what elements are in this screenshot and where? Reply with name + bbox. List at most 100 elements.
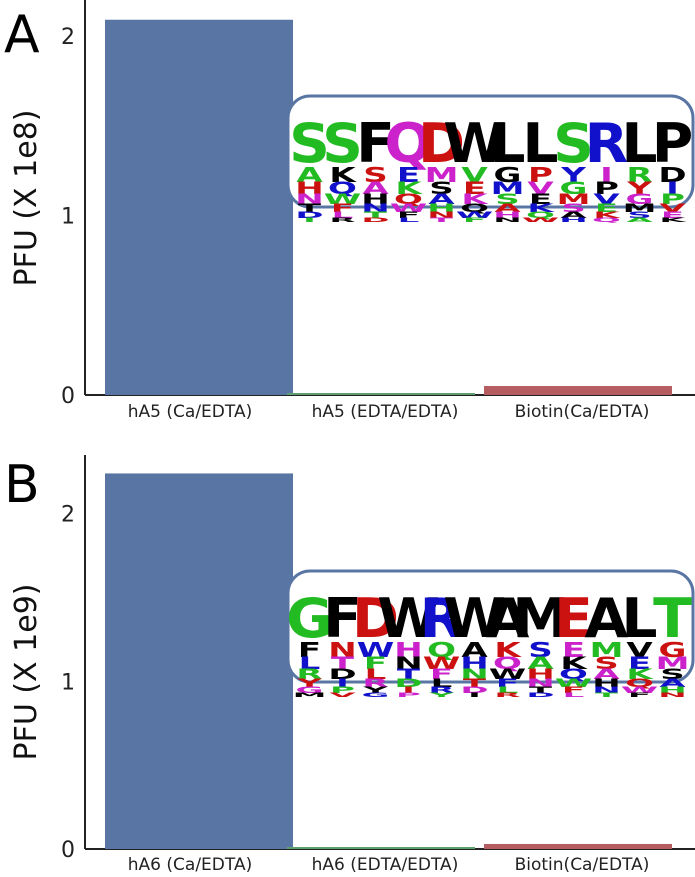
panel-b-logo-minor-4-1: W <box>423 654 461 674</box>
panel-b-logo-minor-2-4: Y <box>362 685 389 695</box>
panel-b-logo-letter-1: F <box>323 588 362 650</box>
panel-a-logo-letters: SAHNTDISKQWFLRFSAHNTDQEKQWFLDMSAHNTWVEKQ… <box>289 113 693 223</box>
panel-b-logo-minor-2-0: W <box>357 638 394 662</box>
panel-b-logo-minor-2-3: R <box>362 676 389 689</box>
panel-a-logo-minor-8-1: G <box>560 179 588 199</box>
panel-a-logo-minor-6-5: N <box>493 217 521 224</box>
panel-a-logo-minor-2-0: S <box>363 163 387 187</box>
panel-a-logo-minor-7-2: E <box>529 191 552 207</box>
panel-b-logo-minor-0-2: R <box>296 666 322 682</box>
panel-b-sequence-logo: GFLRYGMFNTDIPVDWFLRYGWHNTDIPRQWFLRYWAHNT… <box>286 569 695 699</box>
panel-a-logo-minor-8-3: S <box>561 201 585 214</box>
panel-b-logo-minor-8-2: Q <box>559 666 588 682</box>
panel-a-logo-letter-9: R <box>585 113 629 175</box>
panel-b-logo-minor-0-1: L <box>299 654 321 674</box>
panel-a-logo-minor-2-1: A <box>362 179 389 199</box>
panel-a-logo-minor-0-2: N <box>295 191 323 207</box>
panel-b-category-labels: hA6 (Ca/EDTA) hA6 (EDTA/EDTA) Biotin(Ca/ED… <box>128 855 650 875</box>
panel-a-logo-minor-1-3: F <box>331 201 354 214</box>
panel-b-logo-minor-0-3: Y <box>296 676 323 689</box>
panel-a-bars <box>105 19 672 395</box>
panel-a-logo-letter-11: P <box>652 113 694 175</box>
panel-b-logo-minor-6-2: W <box>489 666 526 682</box>
panel-b-logo-letter-2: D <box>352 588 399 650</box>
panel-a-logo-minor-11-4: E <box>661 210 684 220</box>
panel-b-y-ticks: 0 1 2 <box>61 503 75 863</box>
panel-b-logo-minor-11-4: H <box>658 685 686 695</box>
panel-a-bar-1 <box>287 393 475 395</box>
panel-b-logo-minor-10-5: F <box>628 692 651 699</box>
panel-a-ylabel: PFU (X 1e8) <box>9 110 44 287</box>
panel-a-logo-minor-4-1: S <box>429 179 453 199</box>
panel-a-bar-0 <box>105 19 293 395</box>
panel-b-logo-minor-1-2: D <box>328 666 356 682</box>
panel-a-logo-minor-5-5: F <box>463 217 486 224</box>
panel-a-logo-minor-10-1: Y <box>626 179 653 199</box>
panel-b-logo-letter-0: G <box>286 588 333 650</box>
panel-a-logo-minor-0-1: H <box>295 179 323 199</box>
panel-a-logo-minor-6-0: G <box>494 163 522 187</box>
panel-b-logo-letter-10: L <box>621 588 657 650</box>
panel-b-logo-minor-7-3: N <box>526 676 554 689</box>
panel-a-logo-minor-9-0: I <box>600 163 613 187</box>
panel-b-logo-minor-5-3: T <box>463 676 487 689</box>
panel-b-category-2: Biotin(Ca/EDTA) <box>515 855 650 875</box>
panel-a-logo-minor-6-2: S <box>495 191 519 207</box>
panel-a-logo-minor-0-0: A <box>296 163 323 187</box>
panel-b-logo-minor-9-5: T <box>595 692 619 699</box>
panel-a-ytick-0: 0 <box>61 384 75 409</box>
panel-b-logo-minor-5-2: N <box>460 666 488 682</box>
panel-a-category-0: hA5 (Ca/EDTA) <box>128 402 252 422</box>
panel-b-logo-minor-6-0: K <box>494 638 522 662</box>
panel-a-logo-letter-5: W <box>443 113 506 175</box>
panel-a-logo-minor-9-2: V <box>593 191 620 207</box>
panel-a-logo-minor-10-5: A <box>626 217 652 224</box>
panel-b-logo-minor-11-3: A <box>659 676 686 689</box>
panel-a-logo-minor-10-3: M <box>623 201 657 214</box>
panel-a-logo-letter-8: S <box>553 113 594 175</box>
panel-b-logo-letter-5: W <box>443 588 506 650</box>
panel-b-logo-minor-10-4: W <box>621 685 658 695</box>
panel-b-logo-minor-8-5: L <box>563 692 585 699</box>
panel-a-ytick-1: 1 <box>61 204 75 229</box>
panel-b-logo-minor-10-2: K <box>626 666 653 682</box>
panel-a-logo-minor-3-0: E <box>397 163 420 187</box>
panel-a-logo-minor-2-3: N <box>361 201 389 214</box>
panel-a-logo-minor-3-3: W <box>390 201 428 214</box>
panel-a-logo-minor-7-0: P <box>528 163 553 187</box>
panel-a-logo-minor-1-1: Q <box>328 179 357 199</box>
panel-a-logo-minor-9-1: P <box>594 179 619 199</box>
panel-a-logo-minor-5-1: E <box>463 179 486 199</box>
panel-b-logo-minor-4-0: Q <box>427 638 456 662</box>
panel-a-sequence-logo: SAHNTDISKQWFLRFSAHNTDQEKQWFLDMSAHNTWVEKQ… <box>286 94 695 223</box>
panel-a-logo-minor-5-3: Q <box>460 201 489 214</box>
panel-a-logo-minor-4-5: T <box>430 217 454 224</box>
panel-a-logo-minor-10-4: S <box>627 210 651 220</box>
panel-b-logo-frame <box>286 569 695 684</box>
panel-a-logo-letter-6: L <box>489 113 525 175</box>
panel-b-logo-letter-4: R <box>420 588 464 650</box>
panel-b-logo-minor-3-3: D <box>394 676 422 689</box>
panel-a-logo-letter-7: L <box>522 113 558 175</box>
panel-a-logo-minor-6-4: H <box>493 210 521 220</box>
panel-a-logo-minor-0-3: T <box>298 201 322 214</box>
panel-b-logo-minor-4-3: L <box>431 676 453 689</box>
panel-a-logo-minor-1-0: K <box>329 163 357 187</box>
panel-a-logo-letter-2: F <box>356 113 395 175</box>
panel-b-logo-minor-9-2: A <box>593 666 620 682</box>
panel-b-logo-minor-2-2: L <box>365 666 387 682</box>
panel-b-logo-minor-4-4: R <box>428 685 454 695</box>
panel-a-logo-minor-8-5: H <box>559 217 587 224</box>
panel-a-logo-minor-10-2: G <box>626 191 654 207</box>
panel-a-logo-minor-8-0: Y <box>560 163 587 187</box>
panel-a-logo-minor-7-5: W <box>522 217 560 224</box>
panel-b-logo-minor-0-4: G <box>296 685 324 695</box>
panel-b-logo-minor-1-5: V <box>329 692 355 699</box>
panel-b-logo-minor-3-2: T <box>397 666 420 682</box>
panel-b-logo-minor-1-1: T <box>331 654 355 674</box>
panel-b-logo-minor-4-5: Y <box>428 692 454 699</box>
panel-b-logo-minor-1-0: N <box>328 638 356 662</box>
panel-a-logo-minor-11-1: I <box>666 179 679 199</box>
panel-a-logo-minor-11-3: V <box>659 201 686 214</box>
